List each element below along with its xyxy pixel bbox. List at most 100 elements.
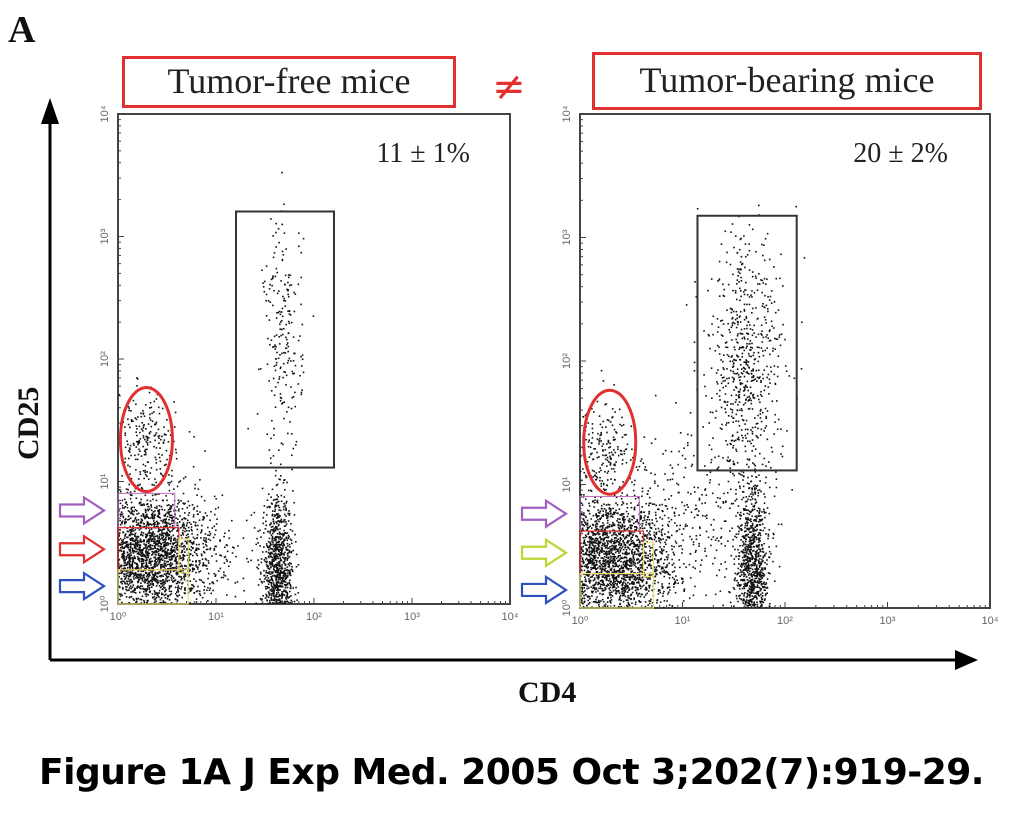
event-dot <box>184 589 186 592</box>
event-dot <box>121 553 124 556</box>
event-dot <box>128 575 130 578</box>
event-dot <box>545 617 547 619</box>
event-dot <box>167 429 170 432</box>
event-dot <box>291 613 293 615</box>
event-dot <box>178 545 181 547</box>
event-dot <box>290 542 293 545</box>
event-dot <box>639 552 641 555</box>
event-dot <box>196 505 199 508</box>
event-dot <box>93 566 95 568</box>
event-dot <box>280 580 283 582</box>
event-dot <box>118 539 120 541</box>
x-tick-label: 10² <box>777 615 793 627</box>
event-dot <box>269 541 271 544</box>
event-dot <box>595 540 597 542</box>
event-dot <box>157 428 160 431</box>
event-dot <box>126 580 129 583</box>
event-dot <box>138 441 141 443</box>
event-dot <box>124 560 126 562</box>
event-dot <box>279 589 281 591</box>
event-dot <box>177 572 179 575</box>
event-dot <box>177 595 179 598</box>
event-dot <box>278 241 280 244</box>
event-dot <box>127 571 129 574</box>
event-dot <box>285 640 287 642</box>
event-dot <box>301 365 303 367</box>
event-dot <box>97 576 99 578</box>
event-dot <box>169 567 172 570</box>
event-dot <box>276 568 278 570</box>
x-tick-label: 10² <box>306 611 322 623</box>
event-dot <box>631 586 634 588</box>
event-dot <box>276 516 279 518</box>
event-dot <box>202 562 205 564</box>
event-dot <box>289 274 292 277</box>
event-dot <box>604 531 607 533</box>
event-dot <box>131 550 134 553</box>
event-dot <box>155 623 157 625</box>
event-dot <box>286 586 289 589</box>
event-dot <box>183 621 185 623</box>
event-dot <box>140 551 142 554</box>
event-dot <box>167 610 169 612</box>
event-dot <box>129 444 132 447</box>
event-dot <box>105 541 107 543</box>
event-dot <box>147 544 150 547</box>
event-dot <box>129 465 131 468</box>
event-dot <box>185 537 187 539</box>
event-dot <box>634 479 636 482</box>
event-dot <box>274 595 276 598</box>
event-dot <box>87 608 89 610</box>
event-dot <box>599 517 601 520</box>
event-dot <box>137 484 140 487</box>
event-dot <box>155 499 158 502</box>
event-dot <box>292 490 294 492</box>
event-dot <box>271 276 274 279</box>
event-dot <box>184 573 187 575</box>
event-dot <box>121 570 124 573</box>
event-dot <box>623 606 626 608</box>
event-dot <box>571 587 573 589</box>
event-dot <box>275 614 277 616</box>
event-dot <box>268 561 271 563</box>
event-dot <box>135 543 137 545</box>
event-dot <box>166 531 168 534</box>
arrow-blue-icon <box>58 571 107 602</box>
event-dot <box>134 567 137 569</box>
event-dot <box>299 374 301 377</box>
event-dot <box>290 599 293 602</box>
event-dot <box>143 423 145 426</box>
event-dot <box>154 434 157 436</box>
event-dot <box>646 530 648 532</box>
event-dot <box>124 521 126 523</box>
event-dot <box>181 565 183 568</box>
event-dot <box>279 616 281 618</box>
event-dot <box>198 590 201 593</box>
event-dot <box>154 493 156 496</box>
event-dot <box>568 500 570 502</box>
event-dot <box>191 529 193 532</box>
event-dot <box>180 570 182 572</box>
event-dot <box>132 584 135 586</box>
event-dot <box>149 557 152 560</box>
event-dot <box>149 562 152 564</box>
event-dot <box>111 556 113 558</box>
event-dot <box>242 577 245 580</box>
event-dot <box>110 569 112 571</box>
event-dot <box>108 496 110 498</box>
event-dot <box>201 518 204 521</box>
event-dot <box>253 527 256 529</box>
event-dot <box>141 551 144 553</box>
event-dot <box>287 512 289 515</box>
event-dot <box>184 476 187 478</box>
event-dot <box>57 562 59 564</box>
event-dot <box>279 367 282 370</box>
event-dot <box>286 553 289 555</box>
population-cd4-cd25-intermediate-circled- <box>118 377 195 517</box>
event-dot <box>607 547 609 550</box>
event-dot <box>187 514 190 516</box>
event-dot <box>184 540 187 543</box>
event-dot <box>205 545 208 547</box>
event-dot <box>288 536 290 538</box>
event-dot <box>124 592 126 595</box>
